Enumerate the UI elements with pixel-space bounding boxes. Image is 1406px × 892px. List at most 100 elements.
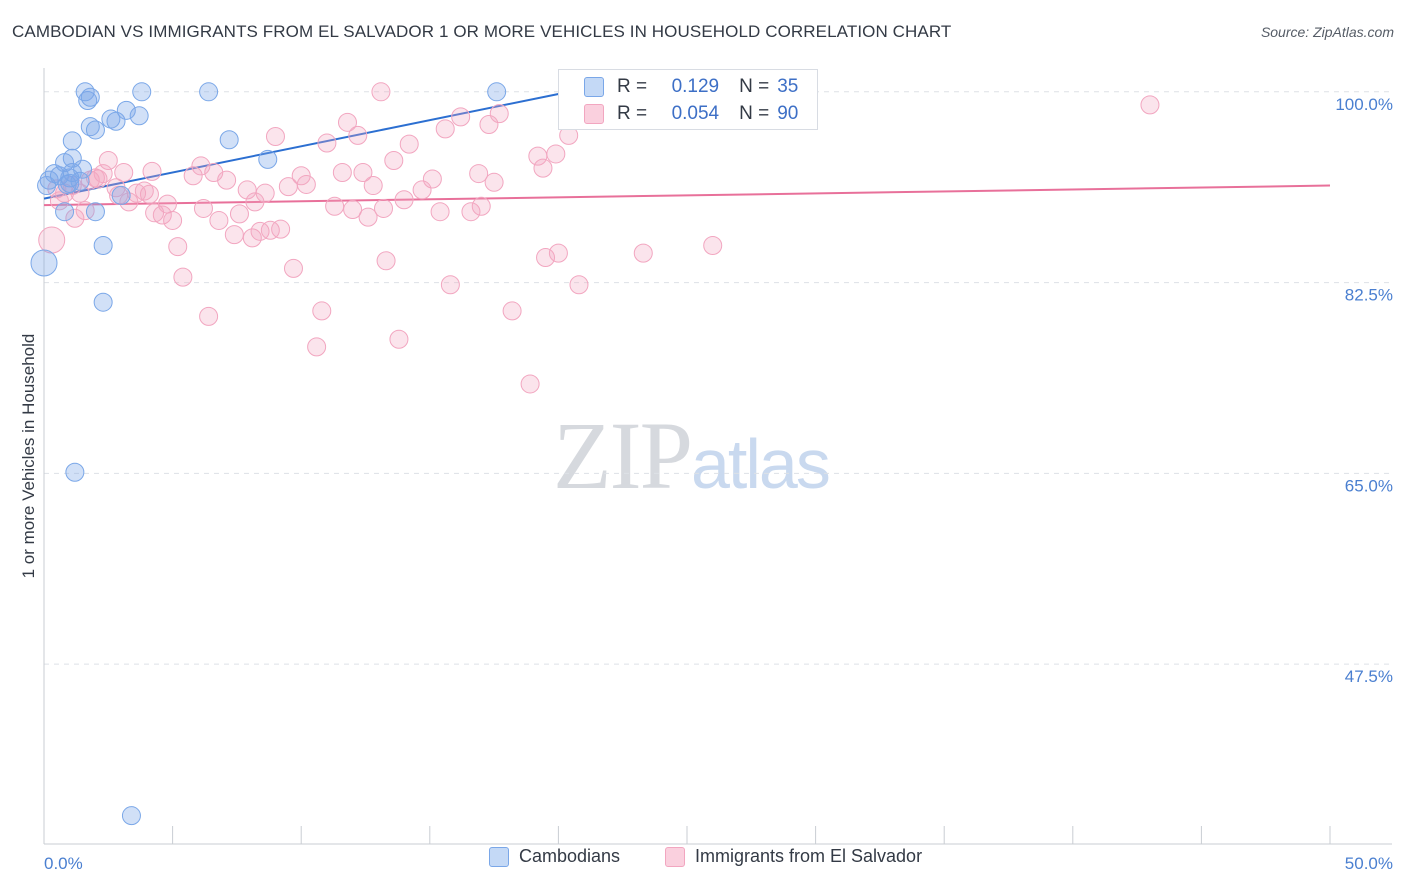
point-salvador <box>224 225 244 245</box>
point-cambodians <box>78 91 98 111</box>
point-salvador <box>209 210 229 230</box>
tick-labels: 100.0% 82.5% 65.0% 47.5% 0.0% 50.0% <box>44 95 1393 873</box>
point-salvador <box>376 251 396 271</box>
watermark-zip: ZIP <box>553 402 693 509</box>
point-salvador <box>307 337 327 357</box>
chart-title: CAMBODIAN VS IMMIGRANTS FROM EL SALVADOR… <box>12 22 952 41</box>
legend-item-cambodians[interactable]: Cambodians <box>489 846 620 867</box>
point-salvador <box>569 275 589 295</box>
point-salvador <box>65 208 85 228</box>
point-salvador <box>152 205 172 225</box>
point-salvador <box>502 301 522 321</box>
point-cambodians <box>62 131 82 151</box>
legend: Cambodians Immigrants from El Salvador <box>0 846 1406 882</box>
point-salvador <box>363 176 383 196</box>
point-salvador <box>312 301 332 321</box>
point-salvador <box>88 169 108 189</box>
point-salvador <box>139 184 159 204</box>
point-cambodians <box>65 462 85 482</box>
y-tick-label: 82.5% <box>1345 286 1393 305</box>
stats-r-value: 0.129 <box>671 76 720 97</box>
point-salvador <box>168 237 188 257</box>
point-salvador <box>471 196 491 216</box>
stats-r-label: R = <box>617 76 648 97</box>
stats-swatch-cambodians <box>584 77 604 97</box>
x-tick-label: 50.0% <box>1345 854 1393 873</box>
point-salvador <box>703 236 723 256</box>
point-cambodians <box>37 176 57 196</box>
point-salvador <box>114 162 134 182</box>
point-salvador <box>98 150 118 170</box>
watermark-atlas: atlas <box>691 425 831 503</box>
stats-n-label: N = <box>739 76 770 97</box>
point-salvador <box>546 144 566 164</box>
point-salvador <box>399 134 419 154</box>
point-salvador <box>173 267 193 287</box>
stats-box: R = 0.129 N = 35 R = 0.054 N = 90 <box>558 69 818 130</box>
x-tick-label: 0.0% <box>44 854 83 873</box>
point-cambodians <box>121 806 141 826</box>
y-axis-label: 1 or more Vehicles in Household <box>19 334 38 579</box>
point-salvador <box>193 198 213 218</box>
point-salvador <box>283 258 303 278</box>
point-salvador <box>343 200 363 220</box>
point-salvador <box>520 374 540 394</box>
point-salvador <box>242 228 262 248</box>
point-salvador <box>489 104 509 124</box>
watermark: ZIPatlas <box>553 400 831 511</box>
point-salvador <box>533 158 553 178</box>
point-salvador <box>358 207 378 227</box>
point-salvador <box>199 306 219 326</box>
legend-label-cambodians: Cambodians <box>519 846 621 866</box>
point-salvador <box>633 243 653 263</box>
point-salvador <box>389 329 409 349</box>
point-salvador <box>265 126 285 146</box>
point-salvador <box>422 169 442 189</box>
stats-n-label: N = <box>739 103 770 124</box>
point-cambodians <box>487 82 507 102</box>
point-cambodians <box>219 130 239 150</box>
legend-swatch-salvador <box>665 846 685 867</box>
point-cambodians <box>129 106 149 126</box>
point-salvador <box>325 196 345 216</box>
stats-n-value: 90 <box>777 103 799 124</box>
point-salvador <box>49 191 69 211</box>
point-cambodians <box>258 149 278 169</box>
point-salvador <box>353 162 373 182</box>
point-salvador <box>229 204 249 224</box>
point-cambodians <box>73 159 93 179</box>
point-salvador <box>536 248 556 268</box>
source-label: Source: ZipAtlas.com <box>1260 24 1394 40</box>
y-tick-label: 47.5% <box>1345 667 1393 686</box>
point-salvador <box>260 220 280 240</box>
point-salvador <box>548 243 568 263</box>
stats-row-cambodians: R = 0.129 N = 35 <box>584 74 798 100</box>
point-salvador <box>255 183 275 203</box>
point-salvador <box>371 82 391 102</box>
point-salvador <box>469 164 489 184</box>
point-cambodians <box>93 292 113 312</box>
point-salvador <box>332 162 352 182</box>
point-salvador <box>394 190 414 210</box>
point-cambodians <box>55 202 75 222</box>
point-salvador <box>75 201 95 221</box>
axes <box>43 68 1392 845</box>
point-cambodians <box>199 82 219 102</box>
stats-r-label: R = <box>617 103 648 124</box>
point-salvador <box>38 226 66 254</box>
trend-line-salvador <box>43 184 1331 207</box>
point-cambodians <box>30 249 58 277</box>
point-salvador <box>337 112 357 132</box>
point-salvador <box>440 275 460 295</box>
point-cambodians <box>85 202 105 222</box>
legend-swatch-cambodians <box>489 846 509 867</box>
point-cambodians <box>111 185 131 205</box>
legend-label-salvador: Immigrants from El Salvador <box>695 846 923 866</box>
legend-item-salvador[interactable]: Immigrants from El Salvador <box>665 846 922 867</box>
point-salvador <box>142 161 162 181</box>
point-salvador <box>271 219 291 239</box>
point-cambodians <box>93 236 113 256</box>
point-salvador <box>250 221 270 241</box>
point-cambodians <box>132 82 152 102</box>
